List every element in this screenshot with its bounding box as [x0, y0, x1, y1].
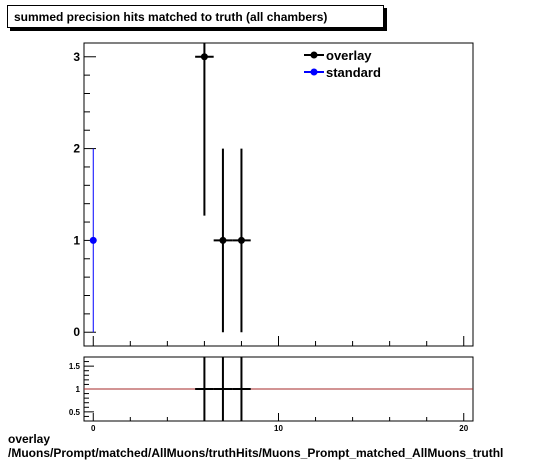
- data-point: [219, 236, 227, 244]
- y-tick-label: 1: [73, 233, 80, 247]
- footer-label: overlay: [8, 432, 51, 446]
- legend-label: standard: [326, 65, 381, 80]
- legend-label: overlay: [326, 48, 372, 63]
- ratio-y-tick-label: 1: [76, 385, 81, 394]
- data-point: [89, 236, 97, 244]
- data-point: [200, 53, 208, 61]
- legend-marker: [310, 51, 318, 59]
- y-tick-label: 3: [73, 50, 80, 64]
- ratio-plot-marks: [84, 357, 473, 421]
- ratio-plot-ticks: 0.5 1 1.5 0 10 20: [69, 361, 469, 433]
- ratio-x-tick-label: 20: [459, 424, 468, 433]
- data-point: [237, 236, 245, 244]
- footer-path: /Muons/Prompt/matched/AllMuons/truthHits…: [8, 446, 504, 460]
- ratio-y-tick-label: 1.5: [69, 362, 81, 371]
- main-plot-frame: [83, 42, 474, 347]
- y-tick-label: 0: [73, 325, 80, 339]
- ratio-x-tick-label: 0: [91, 424, 96, 433]
- chart-title-box: summed precision hits matched to truth (…: [7, 5, 384, 28]
- ratio-x-tick-label: 10: [274, 424, 283, 433]
- chart-title: summed precision hits matched to truth (…: [14, 10, 328, 24]
- main-plot-marks: [89, 43, 251, 333]
- y-tick-label: 2: [73, 142, 80, 156]
- legend-marker: [310, 68, 318, 76]
- legend: overlay standard: [304, 48, 381, 80]
- main-plot-border: [83, 42, 474, 347]
- ratio-y-tick-label: 0.5: [69, 408, 81, 417]
- main-plot-ticks: 0 1 2 3: [73, 50, 465, 346]
